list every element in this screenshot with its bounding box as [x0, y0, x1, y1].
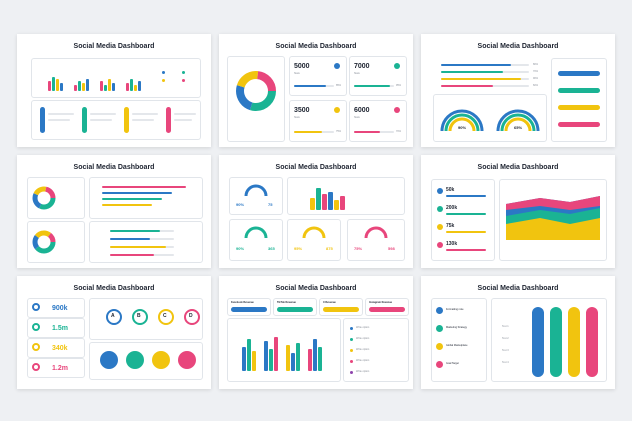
stat-card: 7000 Stats 95% — [349, 56, 407, 96]
tiktok-icon — [126, 351, 144, 369]
slide-2[interactable]: Social Media Dashboard 5000 Stats 85% 70… — [219, 34, 413, 147]
instagram-icon — [178, 351, 196, 369]
donut-card — [27, 221, 85, 263]
snapchat-icon — [152, 351, 170, 369]
slide-7[interactable]: Social Media Dashboard 900k 1.5m 340k 1.… — [17, 276, 211, 389]
stat-card: 3500 Stats 75% — [289, 100, 347, 142]
progress-card — [89, 221, 203, 263]
gauge-card: 90% 75 — [229, 177, 283, 215]
slide-title: Social Media Dashboard — [477, 164, 559, 171]
slide-5[interactable]: Social Media Dashboard 90% 75 90% 365 95… — [219, 155, 413, 268]
slide-title: Social Media Dashboard — [477, 43, 559, 50]
slide-title: Social Media Dashboard — [73, 164, 155, 171]
bar-chart-card — [31, 58, 201, 98]
pillars-card — [31, 100, 201, 140]
stats-list: 50k 200k 75k 130k — [431, 179, 495, 261]
strategy-list: Formatting note Marketing Strategy Globa… — [431, 298, 487, 382]
donut-card — [227, 56, 285, 142]
hbar-card — [89, 177, 203, 219]
slide-title: Social Media Dashboard — [275, 285, 357, 292]
tiktok-icon — [394, 63, 400, 69]
slide-8[interactable]: Social Media Dashboard Facebook Revenue … — [219, 276, 413, 389]
facebook-icon — [100, 351, 118, 369]
social-icons-card — [89, 342, 203, 380]
instagram-icon — [394, 107, 400, 113]
slide-title: Social Media Dashboard — [477, 285, 559, 292]
slide-3[interactable]: Social Media Dashboard 80% 70% 90% 60% 9… — [421, 34, 615, 147]
facebook-icon — [334, 63, 340, 69]
slide-title: Social Media Dashboard — [73, 43, 155, 50]
slide-9[interactable]: Social Media Dashboard Formatting note M… — [421, 276, 615, 389]
gauge-card: 95% 875 — [287, 219, 341, 261]
column-chart — [227, 318, 341, 382]
slide-title: Social Media Dashboard — [275, 164, 357, 171]
slide-6[interactable]: Social Media Dashboard 50k 200k 75k 130k — [421, 155, 615, 268]
area-chart — [499, 179, 607, 261]
snapchat-icon — [334, 107, 340, 113]
revenue-list — [551, 58, 607, 142]
slide-1[interactable]: Social Media Dashboard — [17, 34, 211, 147]
column-chart — [287, 177, 405, 215]
legend-list: Write option Write option Write option W… — [343, 318, 409, 382]
gauge-card: 75% 598 — [347, 219, 405, 261]
slide-4[interactable]: Social Media Dashboard — [17, 155, 211, 268]
gauge-card: 90% 65% — [433, 94, 547, 142]
letters-card: A B C D — [89, 298, 203, 340]
donut-card — [27, 177, 85, 219]
stat-card: 6000 Stats 70% — [349, 100, 407, 142]
slide-title: Social Media Dashboard — [275, 43, 357, 50]
slide-title: Social Media Dashboard — [73, 285, 155, 292]
stat-card: 5000 Stats 85% — [289, 56, 347, 96]
pillar-table: Text 1 Text 2 Text 3 Text 4 — [491, 298, 607, 382]
gauge-card: 90% 365 — [229, 219, 283, 261]
